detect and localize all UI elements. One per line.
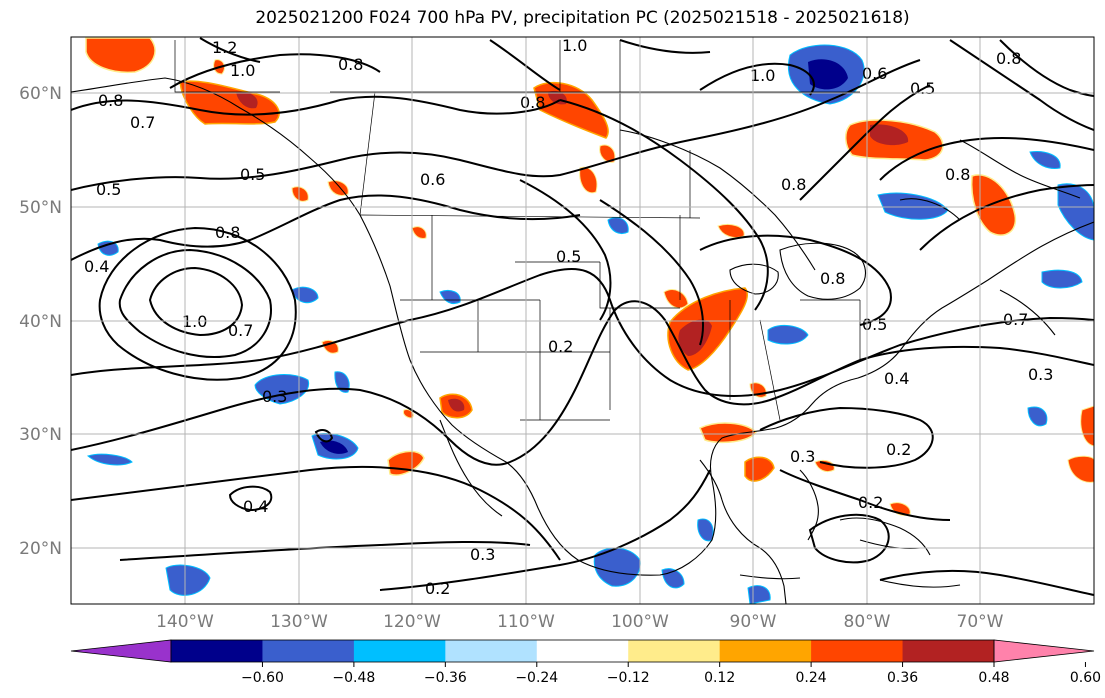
lon-label-130w: 130°W <box>270 612 328 632</box>
colorbar-tick-label: 0.24 <box>796 670 827 686</box>
colorbar-outline <box>170 639 995 663</box>
contour-label: 0.8 <box>945 165 970 184</box>
contour-label: 0.5 <box>96 180 121 199</box>
lon-label-110w: 110°W <box>497 612 555 632</box>
lon-label-120w: 120°W <box>383 612 441 632</box>
colorbar-segment <box>719 640 812 662</box>
map-frame <box>70 36 1095 605</box>
latitude-labels: 60°N 50°N 40°N 30°N 20°N <box>19 84 62 559</box>
graticule <box>71 37 1094 604</box>
colorbar-segment <box>353 640 446 662</box>
lon-label-70w: 70°W <box>957 612 1004 632</box>
contour-label: 0.3 <box>470 545 495 564</box>
coastlines <box>71 77 1094 604</box>
longitude-labels: 140°W 130°W 120°W 110°W 100°W 90°W 80°W … <box>156 612 1004 632</box>
colorbar-segment <box>902 640 995 662</box>
contour-label: 0.4 <box>884 369 909 388</box>
contour-label: 0.5 <box>240 165 265 184</box>
contour-label: 0.7 <box>228 321 253 340</box>
contour-label: 1.2 <box>212 38 237 57</box>
contour-label: 0.3 <box>790 447 815 466</box>
colorbar: −0.60 −0.48 −0.36 −0.24 −0.12 0.12 0.24 0.36 0.4… <box>70 639 1101 686</box>
lon-label-100w: 100°W <box>611 612 669 632</box>
pv-contours <box>71 37 1094 596</box>
colorbar-segment <box>811 640 904 662</box>
contour-label: 1.0 <box>562 36 587 55</box>
contour-label: 0.6 <box>420 170 445 189</box>
contour-label: 0.8 <box>781 175 806 194</box>
contour-label: 1.0 <box>230 61 255 80</box>
contour-label: 0.8 <box>520 93 545 112</box>
colorbar-tick-label: 0.60 <box>1070 670 1101 686</box>
colorbar-tick-label: −0.24 <box>515 670 558 686</box>
colorbar-tick-label: 0.12 <box>704 670 735 686</box>
contour-label: 0.8 <box>820 269 845 288</box>
contour-label: 0.8 <box>338 55 363 74</box>
lon-label-140w: 140°W <box>156 612 214 632</box>
contour-label: 0.2 <box>858 493 883 512</box>
contour-label: 0.4 <box>243 497 268 516</box>
political-borders <box>174 40 861 421</box>
contour-label: 0.2 <box>425 579 450 598</box>
lat-label-50n: 50°N <box>19 198 62 218</box>
contour-label: 0.7 <box>1003 310 1028 329</box>
contour-label: 0.6 <box>862 64 887 83</box>
colorbar-segment <box>628 640 721 662</box>
contour-label: 0.5 <box>862 315 887 334</box>
lat-label-30n: 30°N <box>19 425 62 445</box>
colorbar-tick-label: 0.48 <box>978 670 1009 686</box>
colorbar-tick-label: −0.12 <box>607 670 650 686</box>
colorbar-tick-label: 0.36 <box>887 670 918 686</box>
colorbar-tick-label: −0.36 <box>424 670 467 686</box>
colorbar-segment <box>445 640 538 662</box>
colorbar-extend-high <box>993 639 1095 663</box>
colorbar-tick-label: −0.60 <box>241 670 284 686</box>
contour-label: 0.2 <box>886 440 911 459</box>
contour-label: 0.8 <box>98 91 123 110</box>
contour-label: 1.0 <box>750 66 775 85</box>
lat-label-60n: 60°N <box>19 84 62 104</box>
lon-label-90w: 90°W <box>730 612 777 632</box>
lat-label-20n: 20°N <box>19 539 62 559</box>
contour-label: 0.5 <box>556 247 581 266</box>
contour-label: 0.3 <box>262 387 287 406</box>
colorbar-segment <box>262 640 355 662</box>
contour-label: 0.5 <box>910 79 935 98</box>
contour-label: 0.2 <box>548 337 573 356</box>
contour-label: 0.3 <box>1028 365 1053 384</box>
lon-label-80w: 80°W <box>844 612 891 632</box>
plot-title: 2025021200 F024 700 hPa PV, precipitatio… <box>255 8 910 28</box>
colorbar-segment <box>536 640 629 662</box>
lat-label-40n: 40°N <box>19 312 62 332</box>
contour-label: 0.7 <box>130 113 155 132</box>
colorbar-extend-low <box>70 639 172 663</box>
contour-label: 0.8 <box>215 223 240 242</box>
colorbar-segment <box>171 640 263 662</box>
contour-label: 0.8 <box>996 49 1021 68</box>
contour-label: 0.4 <box>84 257 109 276</box>
precipitation-shading <box>85 37 1094 604</box>
colorbar-tick-label: −0.48 <box>332 670 375 686</box>
